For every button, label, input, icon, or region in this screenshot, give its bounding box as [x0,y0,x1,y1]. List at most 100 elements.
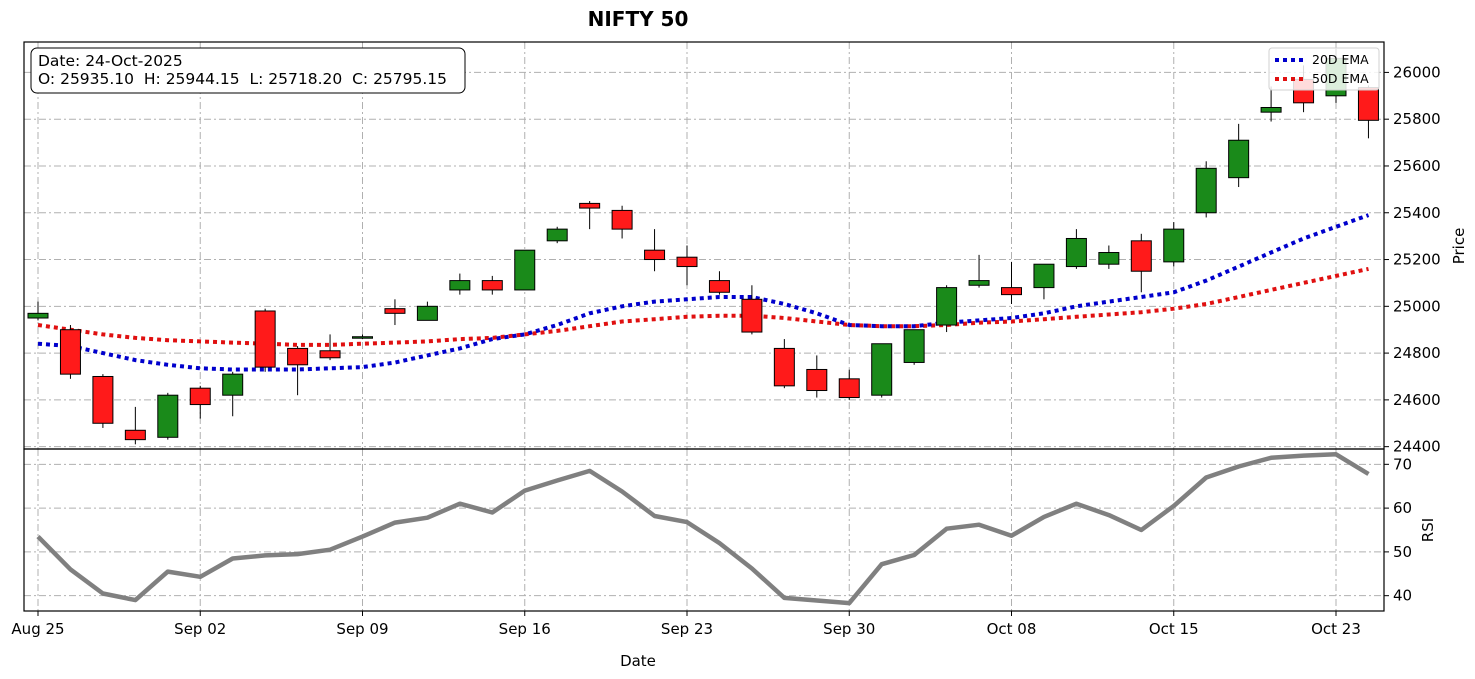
candle [124,406,146,445]
legend-label-ema20: 20D EMA [1312,52,1369,67]
candle-body-up [157,394,179,438]
candle-body-up [871,343,893,396]
candle-body-up [903,329,925,363]
candle [319,334,341,361]
candle-body-down [644,249,666,261]
xtick-label: Sep 30 [823,620,875,638]
xtick-label: Sep 23 [661,620,713,638]
candle [546,226,568,244]
candle [968,254,990,288]
xtick-label: Aug 25 [11,620,64,638]
candle [676,245,698,286]
candle [1098,245,1120,269]
candle [579,201,601,230]
xtick-label: Sep 09 [336,620,388,638]
candle-body-down [59,329,81,375]
price-ytick-label: 24600 [1393,391,1441,409]
candle-body-up [936,287,958,326]
xtick-label: Sep 16 [499,620,551,638]
candle [514,249,536,291]
xtick-label: Oct 15 [1149,620,1199,638]
candle-body-up [416,305,438,321]
candle [708,271,730,295]
legend-label-ema50: 50D EMA [1312,71,1369,86]
xtick-label: Sep 02 [174,620,226,638]
candle [1130,233,1152,293]
candle [59,325,81,379]
xtick-label: Oct 23 [1311,620,1361,638]
candle-body-up [1098,252,1120,265]
candle-body-up [1228,139,1250,179]
candle [741,285,763,335]
price-ytick-label: 26000 [1393,63,1441,81]
candle [1195,161,1217,218]
price-ytick-label: 25000 [1393,297,1441,315]
rsi-grid [24,449,1384,611]
xtick-label: Oct 08 [987,620,1037,638]
candle-body-down [708,280,730,293]
candle-body-down [481,280,503,291]
candle [352,334,373,340]
candle [644,229,666,272]
candle-body-down [189,387,211,406]
info-box [30,47,466,94]
rsi-ytick-label: 60 [1393,499,1412,517]
candle-body-up [352,336,373,339]
rsi-y-axis: 40 50 60 70 [1384,455,1412,605]
chart-title: NIFTY 50 [588,7,689,31]
rsi-panel-frame [23,448,1385,612]
candle-body-up [1260,106,1282,113]
price-ytick-label: 24400 [1393,438,1441,456]
price-ytick-label: 24800 [1393,344,1441,362]
candle [287,346,309,396]
price-y-axis: 24400 24600 24800 25000 25200 25400 25600 25800… [1384,63,1441,456]
candle [773,339,795,389]
candle [838,369,860,400]
candle-body-up [546,228,568,242]
info-date: Date: 24-Oct-2025 [38,52,183,70]
candle-body-up [1163,228,1185,263]
rsi-ytick-label: 40 [1393,587,1412,605]
candle [481,275,503,295]
candle [92,374,114,428]
candle-body-down [1001,287,1022,296]
ema20-series [37,213,1370,372]
candle-body-up [1195,167,1217,214]
candle-body-down [254,310,276,368]
price-ytick-label: 25200 [1393,251,1441,269]
price-ytick-label: 25600 [1393,157,1441,175]
candle-body-down [92,375,114,424]
rsi-ytick-label: 70 [1393,455,1412,473]
candle [871,343,893,398]
candle [936,285,958,333]
candle-body-down [676,256,698,268]
candle-body-up [1033,263,1055,289]
candle [903,329,925,365]
candle [1163,222,1185,267]
price-ytick-label: 25400 [1393,204,1441,222]
candle-body-up [222,373,244,396]
candle-body-down [741,298,763,333]
candle-body-up [27,312,49,319]
candle [189,385,211,419]
candle-body-up [449,280,471,291]
candle [157,392,179,440]
candle [384,299,406,326]
candle-body-down [384,308,406,314]
candle-body-down [773,347,795,387]
info-ohlc: O: 25935.10 H: 25944.15 L: 25718.20 C: 2… [38,70,447,88]
rsi-axis-label: RSI [1419,518,1437,542]
candle [254,308,276,372]
candle-body-down [1130,240,1152,272]
candle [611,205,633,239]
x-axis-label: Date [620,652,656,670]
rsi-ytick-label: 50 [1393,543,1412,561]
candle [1228,123,1250,188]
ema20-line [37,213,1370,372]
candle-body-down [319,350,341,359]
candle-body-down [611,209,633,230]
candle [806,355,828,398]
x-axis: Aug 25 Sep 02 Sep 09 Sep 16 Sep 23 Sep 30 Oct … [11,611,1361,638]
candle [1001,261,1022,304]
